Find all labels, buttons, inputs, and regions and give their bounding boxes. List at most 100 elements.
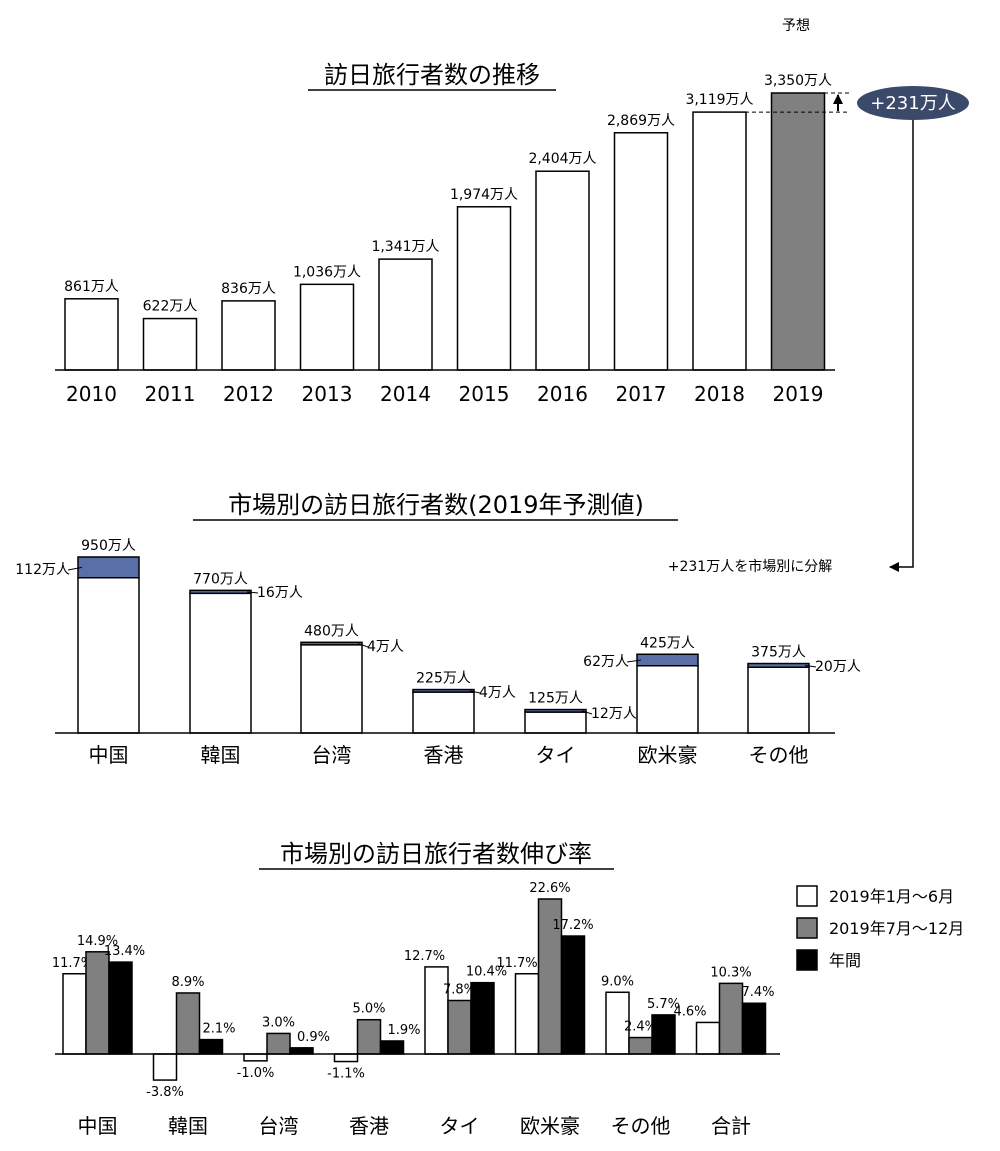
chart2-total-label: 425万人 [640,635,695,651]
chart2-total-label: 225万人 [416,671,471,687]
chart2-bar-base-その他 [747,666,810,734]
chart3-bar-その他-2 [628,1036,653,1055]
chart3-value-label: 22.6% [529,881,570,896]
chart3-value-label: 12.7% [404,949,445,964]
chart1-bar-2018 [692,111,747,371]
chart2-increment-leader [581,710,593,715]
chart2-increment-label: 12万人 [591,706,637,722]
chart1-increase-label: +231万人 [870,93,955,114]
chart3-value-label: 13.4% [104,944,145,959]
chart3-x-tick: 韓国 [168,1114,208,1138]
chart2-bar-base-台湾 [300,644,363,734]
chart3-value-label: 10.3% [710,965,751,980]
chart1-bar-2019 [770,92,826,371]
chart3-legend-swatch-1 [796,885,818,907]
chart2-bar-increment-台湾 [300,641,363,646]
chart3-bar-韓国-3 [198,1038,224,1055]
chart3-bar-香港-1 [333,1053,359,1063]
chart3-bar-台湾-1 [243,1053,268,1062]
chart2-increment-leader [246,591,259,594]
chart1-value-label: 1,341万人 [371,239,439,255]
chart1-value-label: 1,036万人 [293,264,361,280]
chart2-total-label: 950万人 [81,538,136,554]
chart3-bar-合計-1 [695,1021,721,1055]
chart3-value-label: -1.0% [237,1066,275,1081]
chart1-bar-2016 [535,170,590,371]
chart3-bar-韓国-1 [152,1053,178,1081]
chart1-x-tick: 2015 [459,382,510,406]
connector-arrow [889,120,914,572]
chart3-bar-中国-1 [62,973,87,1055]
chart3-bar-合計-2 [718,982,744,1055]
chart2-bar-increment-その他 [747,662,810,668]
chart2-total-label: 770万人 [193,571,248,587]
chart3-value-label: 11.7% [52,956,93,971]
chart1-x-tick: 2018 [694,382,745,406]
chart3-bar-韓国-2 [175,992,201,1055]
chart3-legend-label: 2019年7月～12月 [829,919,964,938]
chart3-x-tick: 香港 [349,1114,389,1138]
chart1-bar-2014 [378,258,433,371]
chart1-x-tick: 2011 [145,382,196,406]
chart2-increment-label: 112万人 [15,562,70,578]
chart2-bar-increment-欧米豪 [636,653,699,667]
chart2-x-tick: 台湾 [312,743,352,767]
chart3-value-label: 10.4% [466,965,507,980]
chart3-legend-label: 2019年1月～6月 [829,887,954,906]
chart3-value-label: 9.0% [601,974,634,989]
chart2-total-label: 480万人 [304,623,359,639]
chart1-bar-2011 [142,317,198,371]
chart2-increment-leader [67,566,83,571]
chart1-bar-2012 [221,300,276,371]
chart3-x-tick: タイ [440,1114,480,1138]
chart2-bar-base-香港 [412,691,475,734]
chart3-bar-欧米豪-1 [514,973,540,1055]
chart3-x-tick: 中国 [78,1114,118,1138]
chart3-bar-中国-3 [108,961,133,1055]
chart1-x-tick: 2016 [537,382,588,406]
chart2-increment-label: 62万人 [583,654,629,670]
chart3-value-label: 2.1% [202,1022,235,1037]
chart3-bar-台湾-3 [289,1047,314,1055]
chart1-forecast-label: 予想 [782,18,810,34]
chart3-bar-香港-3 [379,1040,405,1055]
chart1-x-tick: 2014 [380,382,431,406]
chart2-x-tick: 香港 [424,743,464,767]
chart2-x-tick: 韓国 [201,743,241,767]
chart3-value-label: 11.7% [496,956,537,971]
chart3-legend-swatch-2 [796,917,818,939]
chart2-bar-base-韓国 [189,592,252,734]
chart3-value-label: 17.2% [552,918,593,933]
chart2-note: +231万人を市場別に分解 [668,558,832,575]
chart2-bar-increment-香港 [412,688,475,693]
chart1-value-label: 622万人 [143,299,198,315]
chart3-bar-その他-3 [651,1014,676,1055]
chart2-increment-label: 20万人 [815,659,861,675]
chart1-x-tick: 2010 [66,382,117,406]
chart1-value-label: 3,119万人 [685,92,753,108]
chart3-value-label: 5.0% [352,1002,385,1017]
chart2-bar-base-タイ [524,711,587,734]
chart3-bar-タイ-1 [424,966,449,1055]
chart2-increment-label: 4万人 [479,685,516,701]
chart1-value-label: 2,869万人 [607,113,675,129]
chart3-x-tick: その他 [611,1114,671,1138]
chart1-title: 訪日旅行者数の推移 [324,61,540,89]
chart3-value-label: 7.8% [443,983,476,998]
chart3-value-label: -1.1% [327,1067,365,1082]
chart1-value-label: 836万人 [221,281,276,297]
chart3-bar-欧米豪-3 [560,935,586,1055]
chart1-value-label: 3,350万人 [764,73,832,89]
chart3-value-label: -3.8% [146,1085,184,1100]
chart1-bar-2010 [64,298,119,371]
chart1-value-label: 1,974万人 [450,187,518,203]
chart3-bar-タイ-3 [470,981,495,1055]
chart3-value-label: 0.9% [297,1030,330,1045]
chart3-x-tick: 欧米豪 [520,1114,580,1138]
chart2-bar-base-中国 [77,576,140,734]
chart3-value-label: 3.0% [262,1015,295,1030]
chart3-value-label: 14.9% [77,934,118,949]
chart3-value-label: 5.7% [647,997,680,1012]
